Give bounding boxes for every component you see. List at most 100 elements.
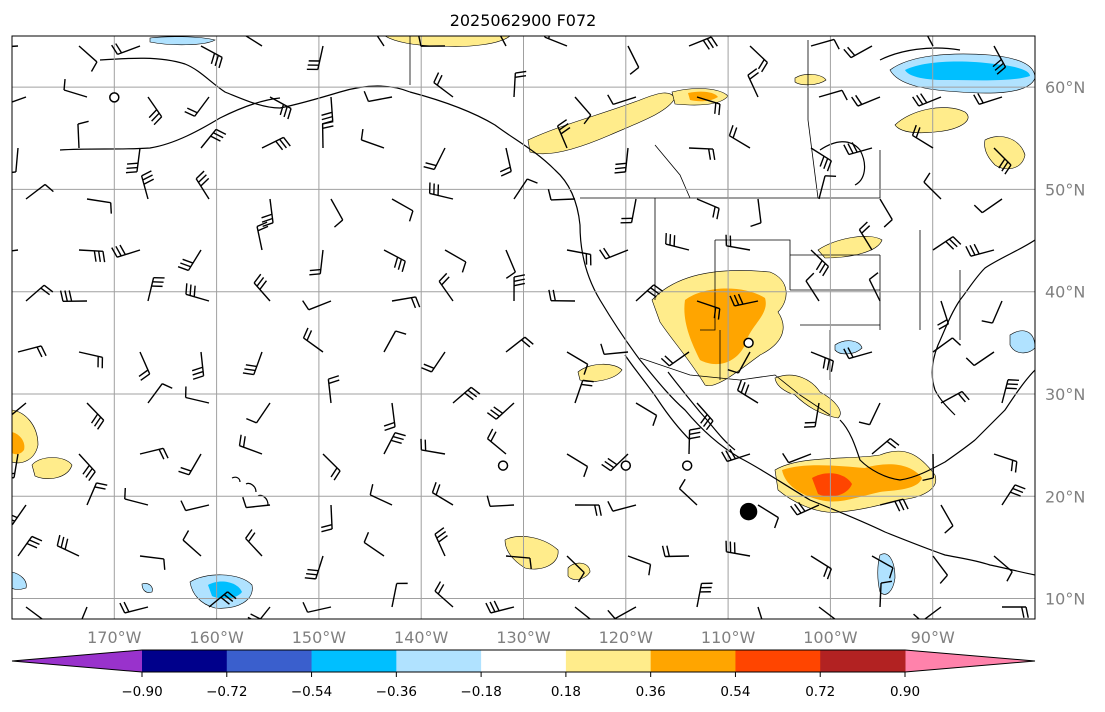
wind-barb xyxy=(810,147,832,172)
wind-barb xyxy=(78,45,98,72)
wind-barb xyxy=(993,147,1012,175)
wind-barb xyxy=(184,96,210,117)
wind-barb xyxy=(782,453,812,464)
wind-barb xyxy=(790,502,820,516)
wind-barb xyxy=(566,555,585,583)
wind-barb xyxy=(195,170,210,200)
wind-barb xyxy=(434,581,454,608)
colorbar-extend-low xyxy=(12,650,142,672)
wind-barb xyxy=(607,94,637,106)
wind-barb xyxy=(330,198,344,228)
wind-barb xyxy=(940,390,970,404)
wind-barb xyxy=(147,383,173,404)
wind-barb xyxy=(696,96,721,116)
wind-barb xyxy=(660,351,690,367)
wind-barb xyxy=(635,284,664,302)
coastline-alaska xyxy=(59,57,411,151)
wind-barb xyxy=(242,351,263,376)
wind-barb xyxy=(1001,379,1020,404)
wind-barb xyxy=(363,90,393,103)
anomaly-fill-quebec xyxy=(984,136,1026,170)
wind-barb xyxy=(599,247,629,260)
map-title: 2025062900 F072 xyxy=(450,11,597,30)
marker-filled-circle xyxy=(739,502,758,521)
wind-barb xyxy=(139,447,169,460)
wind-barb xyxy=(879,580,893,608)
wind-barb xyxy=(696,300,721,320)
wind-barb xyxy=(78,453,96,482)
wind-barb xyxy=(17,345,47,358)
colorbar: −0.90 −0.72 −0.54 −0.36 −0.18 0.18 0.36 0.54 0.7… xyxy=(11,649,1036,700)
wind-barb xyxy=(818,175,837,200)
wind-barb xyxy=(871,555,894,579)
colorbar-bin xyxy=(142,650,228,672)
wind-barb xyxy=(843,347,873,360)
wind-barb xyxy=(376,36,385,47)
wind-barb xyxy=(200,128,227,149)
wind-barb xyxy=(810,249,830,277)
longitude-label: 170°W xyxy=(87,628,142,647)
wind-barb xyxy=(247,606,271,619)
wind-barb xyxy=(208,591,237,608)
wind-barb xyxy=(688,36,718,50)
anomaly-fill-north-canada-core xyxy=(688,91,718,102)
wind-barb xyxy=(932,236,962,251)
wind-barb xyxy=(77,120,89,149)
wind-barb xyxy=(627,555,652,576)
colorbar-label: 0.72 xyxy=(805,684,835,700)
wind-barb xyxy=(858,221,873,251)
wind-barb xyxy=(321,120,334,149)
anomaly-fill-southwest-us-core xyxy=(684,288,766,365)
wind-barb xyxy=(256,221,269,251)
wind-barb xyxy=(513,274,526,302)
wind-barb xyxy=(993,555,1013,582)
marker-open-circle xyxy=(497,460,509,471)
wind-barb xyxy=(421,351,446,373)
latitude-label: 60°N xyxy=(1045,78,1085,97)
wind-barb xyxy=(423,147,446,171)
wind-barb xyxy=(912,93,942,107)
wind-barb xyxy=(12,402,27,416)
wind-barb xyxy=(86,198,112,214)
wind-barb xyxy=(505,336,534,353)
wind-barb xyxy=(182,530,202,557)
wind-barb xyxy=(431,481,454,506)
longitude-label: 130°W xyxy=(496,628,551,647)
wind-barb xyxy=(566,249,592,266)
wind-barb xyxy=(607,606,637,619)
wind-barb xyxy=(566,453,589,478)
wind-barb xyxy=(78,351,104,369)
anomaly-fill-gulf-small xyxy=(794,74,827,86)
longitude-label: 160°W xyxy=(189,628,244,647)
wind-barb xyxy=(965,243,995,257)
wind-barb xyxy=(17,535,43,557)
longitude-label: 140°W xyxy=(394,628,449,647)
wind-barb xyxy=(434,527,448,557)
wind-barb xyxy=(420,438,446,455)
wind-barb xyxy=(513,70,527,98)
wind-barb xyxy=(851,94,881,107)
political-borders xyxy=(409,36,961,416)
wind-barb xyxy=(177,249,202,272)
wind-barb xyxy=(111,244,141,258)
wind-barb xyxy=(499,36,507,47)
wind-barb xyxy=(922,453,935,482)
anomaly-fill-mexico-core xyxy=(782,464,922,502)
wind-barb xyxy=(805,272,820,302)
latitude-label: 20°N xyxy=(1045,487,1085,506)
wind-barb xyxy=(911,124,934,149)
wind-barb xyxy=(879,198,893,228)
wind-barb xyxy=(747,68,759,98)
anomaly-fill-hudson-bay xyxy=(894,107,969,134)
wind-barb xyxy=(78,249,106,263)
wind-barb xyxy=(804,402,820,428)
wind-barb xyxy=(973,93,1003,105)
wind-barb xyxy=(665,233,690,251)
gridlines xyxy=(12,36,1035,619)
latitude-label: 30°N xyxy=(1045,385,1085,404)
wind-barb xyxy=(932,555,949,584)
wind-barb xyxy=(879,498,909,512)
anomaly-fill-nebraska xyxy=(817,236,883,259)
wind-barb xyxy=(111,43,141,56)
wind-barb xyxy=(59,290,88,303)
